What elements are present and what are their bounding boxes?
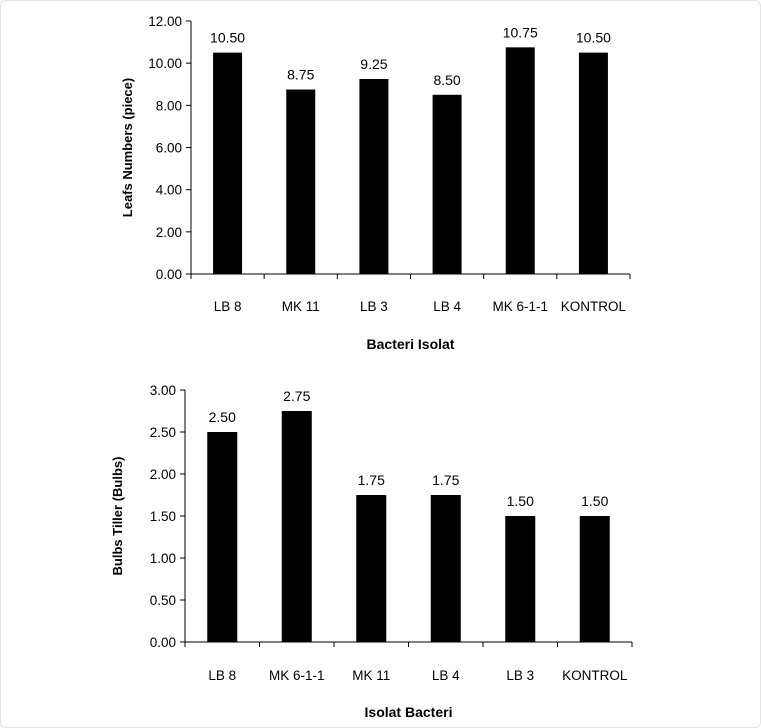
y-tick-label: 4.00: [156, 183, 182, 198]
y-tick-label: 12.00: [148, 14, 182, 29]
data-label: 9.25: [360, 56, 387, 72]
data-label: 1.50: [581, 493, 608, 509]
y-tick-label: 8.00: [156, 98, 182, 113]
y-tick-label: 2.00: [156, 225, 182, 240]
bar: [286, 89, 316, 274]
y-tick-label: 0.50: [150, 593, 176, 608]
x-tick-label: MK 11: [282, 299, 320, 314]
x-tick-label: LB 3: [506, 668, 534, 683]
bar: [579, 516, 610, 642]
y-tick-label: 2.50: [150, 425, 176, 440]
x-axis-title: Bacteri Isolat: [367, 336, 455, 352]
x-tick-label: KONTROL: [561, 299, 627, 314]
data-label: 8.75: [287, 67, 314, 83]
y-tick-label: 6.00: [156, 141, 182, 156]
data-label: 2.75: [283, 388, 310, 404]
x-tick-label: LB 3: [360, 299, 388, 314]
y-tick-label: 3.00: [150, 383, 176, 398]
x-axis-title: Isolat Bacteri: [365, 704, 453, 720]
y-tick-label: 1.50: [150, 509, 176, 524]
data-label: 8.50: [433, 72, 460, 88]
bar: [213, 52, 243, 274]
data-label: 10.75: [503, 24, 538, 40]
bar: [505, 47, 535, 274]
data-label: 10.50: [576, 30, 611, 46]
bar: [359, 78, 389, 275]
y-tick-label: 10.00: [148, 56, 182, 71]
y-tick-label: 2.00: [150, 467, 176, 482]
x-tick-label: KONTROL: [562, 668, 628, 683]
data-label: 1.75: [358, 472, 385, 488]
x-tick-label: MK 6-1-1: [269, 668, 325, 683]
x-tick-label: MK 6-1-1: [492, 299, 548, 314]
y-axis-title: Leafs Numbers (piece): [120, 78, 135, 217]
y-tick-label: 0.00: [150, 635, 176, 650]
bar: [505, 516, 536, 642]
y-tick-label: 0.00: [156, 267, 182, 282]
x-tick-label: LB 4: [432, 668, 460, 683]
bar: [578, 52, 608, 274]
chart-2: 0.00 0.50 1.00 1.50 2.00 2.50 3.00 2.50 LB 8 2.75…: [110, 383, 633, 720]
data-label: 2.50: [209, 409, 236, 425]
bar: [432, 94, 462, 275]
x-tick-label: LB 8: [214, 299, 242, 314]
bar: [356, 495, 387, 642]
data-label: 1.50: [507, 493, 534, 509]
bar: [430, 495, 461, 642]
bar: [207, 432, 238, 642]
bar: [281, 411, 312, 642]
x-tick-label: MK 11: [352, 668, 390, 683]
data-label: 10.50: [210, 30, 245, 46]
y-tick-label: 1.00: [150, 551, 176, 566]
data-label: 1.75: [432, 472, 459, 488]
y-axis-title: Bulbs Tiller (Bulbs): [110, 457, 125, 576]
chart-1: 0.00 2.00 4.00 6.00 8.00 10.00 12.00 10.50 LB 8 8…: [120, 14, 631, 352]
x-tick-label: LB 4: [433, 299, 461, 314]
x-tick-label: LB 8: [208, 668, 236, 683]
